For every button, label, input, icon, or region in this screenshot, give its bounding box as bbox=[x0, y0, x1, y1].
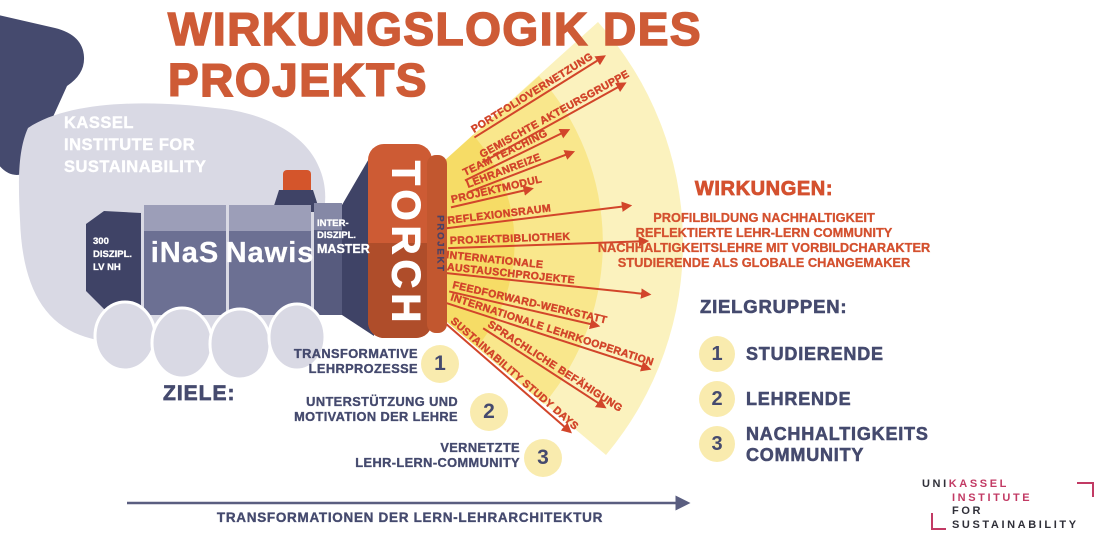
logo-institute: INSTITUTE bbox=[952, 491, 1033, 504]
ziele-item-3: VERNETZTE LEHR-LERN-COMMUNITY bbox=[355, 440, 520, 470]
wirkungen-section: WIRKUNGEN: PROFILBILDUNG NACHHALTIGKEIT … bbox=[588, 178, 940, 271]
torch-head: TORCH PROJEKT bbox=[368, 144, 447, 338]
segment-nawis-label: Nawis bbox=[226, 237, 315, 269]
segment-300-diszipl bbox=[86, 211, 141, 313]
ziele-badge-1: 1 bbox=[421, 345, 459, 383]
wirkungen-line: REFLEKTIERTE LEHR-LERN COMMUNITY bbox=[635, 225, 893, 240]
wirkungen-line: NACHHALTIGKEITSLEHRE MIT VORBILDCHARAKTE… bbox=[597, 240, 931, 255]
sleeve-shape bbox=[0, 15, 85, 175]
uni-kassel-logo: UNIKASSEL INSTITUTE FOR SUSTAINABILITY bbox=[922, 478, 1102, 532]
ziele-badge-3: 3 bbox=[524, 439, 562, 477]
torch-head-label: TORCH bbox=[383, 161, 427, 327]
ziele-badge-2: 2 bbox=[470, 393, 508, 431]
torch-rim-label: PROJEKT bbox=[434, 215, 445, 272]
segment-300-label: 300 bbox=[93, 236, 109, 247]
zielgruppen-badge-2: 2 bbox=[699, 381, 735, 417]
logo-for: FOR bbox=[952, 505, 984, 517]
segment-nawis-highlight bbox=[229, 205, 311, 231]
logo-bracket-top-right bbox=[1077, 482, 1094, 497]
ray-label: PROJEKTBIBLIOTHEK bbox=[450, 231, 571, 247]
zielgruppen-heading: ZIELGRUPPEN: bbox=[700, 296, 848, 318]
segment-300-label: DISZIPL. bbox=[93, 249, 132, 260]
wirkungen-heading: WIRKUNGEN: bbox=[694, 178, 834, 201]
wirkungen-line: PROFILBILDUNG NACHHALTIGKEIT bbox=[653, 210, 875, 225]
zielgruppen-badge-1: 1 bbox=[699, 336, 735, 372]
zielgruppen-item-nachhaltigkeits-community: NACHHALTIGKEITS COMMUNITY bbox=[746, 424, 929, 466]
segment-300-label: LV NH bbox=[93, 262, 121, 273]
hand-institute-label: KASSEL INSTITUTE FOR SUSTAINABILITY bbox=[64, 114, 207, 176]
ziele-item-1: TRANSFORMATIVE LEHRPROZESSE bbox=[293, 346, 418, 376]
logo-kassel: KASSEL bbox=[948, 478, 1009, 490]
ziele-item-2: UNTERSTÜTZUNG UND MOTIVATION DER LEHRE bbox=[294, 394, 458, 424]
segment-master-highlight bbox=[314, 203, 342, 230]
axis-label: TRANSFORMATIONEN DER LERN-LEHRARCHITEKTU… bbox=[216, 510, 604, 525]
hand-fingers bbox=[93, 300, 327, 381]
logo-bracket-bottom-left bbox=[931, 513, 946, 530]
torch-rim bbox=[427, 155, 447, 333]
torch-handle bbox=[86, 150, 374, 336]
segment-master-label: DISZIPL. bbox=[317, 230, 356, 241]
ziele-heading: ZIELE: bbox=[163, 382, 236, 406]
zielgruppen-item-lehrende: LEHRENDE bbox=[746, 389, 852, 410]
page-title: WIRKUNGSLOGIK DES PROJEKTS bbox=[167, 3, 728, 107]
zielgruppen-badge-3: 3 bbox=[699, 426, 735, 462]
segment-labels: 300 DISZIPL. LV NH iNaS Nawis INTER- DIS… bbox=[93, 218, 370, 273]
segment-inas-highlight bbox=[144, 205, 226, 231]
torch-head-shadow bbox=[368, 243, 432, 338]
ray-projektbibliothek: PROJEKTBIBLIOTHEK bbox=[448, 231, 650, 250]
page-title-line2: PROJEKTS bbox=[167, 54, 428, 107]
zielgruppen-item-studierende: STUDIERENDE bbox=[746, 344, 884, 365]
logo-sustainability: SUSTAINABILITY bbox=[952, 518, 1079, 531]
segment-inas-label: iNaS bbox=[151, 237, 219, 269]
segment-master-label: INTER- bbox=[317, 218, 349, 229]
wirkungen-line: STUDIERENDE ALS GLOBALE CHANGEMAKER bbox=[617, 255, 911, 270]
segment-master-label: MASTER bbox=[317, 242, 370, 256]
page-title-line1: WIRKUNGSLOGIK DES bbox=[167, 3, 703, 56]
torch-button bbox=[283, 170, 311, 196]
logo-uni: UNI bbox=[922, 478, 949, 490]
torch-cone bbox=[342, 150, 374, 336]
